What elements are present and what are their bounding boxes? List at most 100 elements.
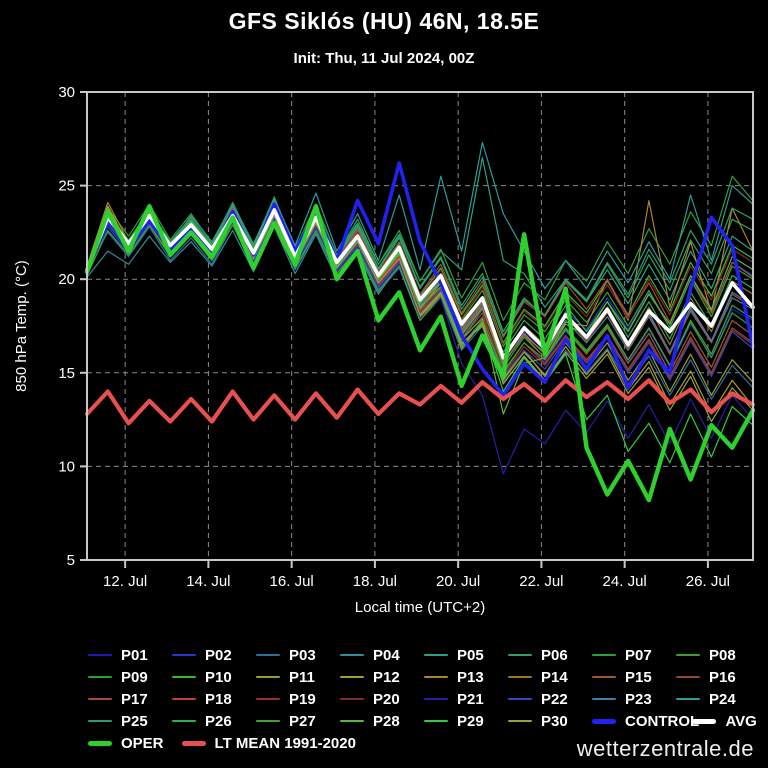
- legend-label-AVG: AVG: [725, 712, 757, 730]
- series-OPER: [84, 203, 756, 503]
- series-P25: [86, 203, 754, 336]
- legend-swatch-P12: [340, 676, 364, 678]
- legend-item-P07: P07: [592, 647, 669, 664]
- y-tick-label-20: 20: [58, 271, 75, 288]
- legend-label-P25: P25: [121, 712, 148, 730]
- legend-label-CONTROL: CONTROL: [625, 712, 700, 730]
- legend-label-P20: P20: [373, 690, 400, 708]
- legend-item-P25: P25: [88, 713, 165, 730]
- legend-label-P10: P10: [205, 668, 232, 686]
- legend-label-P29: P29: [457, 712, 484, 730]
- legend-row-3: P17 P18 P19 P20 P21 P22 P23 P24: [88, 688, 760, 710]
- legend-label-P30: P30: [541, 712, 568, 730]
- legend-item-P04: P04: [340, 647, 417, 664]
- series-AVG: [85, 208, 755, 360]
- legend-swatch-P23: [592, 698, 616, 700]
- legend-row-2: P09 P10 P11 P12 P13 P14 P15 P16: [88, 666, 760, 688]
- y-tick-label-10: 10: [58, 458, 75, 475]
- y-tick-label-5: 5: [67, 552, 75, 569]
- legend-item-P14: P14: [508, 669, 585, 686]
- legend-label-P07: P07: [625, 646, 652, 664]
- legend-swatch-P30: [508, 720, 532, 722]
- legend-item-OPER: OPER: [88, 735, 164, 752]
- legend-item-P12: P12: [340, 669, 417, 686]
- y-tick-label-30: 30: [58, 84, 75, 101]
- legend-item-P03: P03: [256, 647, 333, 664]
- legend-item-P06: P06: [508, 647, 585, 664]
- legend-label-P19: P19: [289, 690, 316, 708]
- legend-swatch-P16: [676, 676, 700, 678]
- x-tick-label-24. Jul: 24. Jul: [603, 573, 647, 590]
- legend-swatch-P09: [88, 676, 112, 678]
- page-title: GFS Siklós (HU) 46N, 18.5E: [228, 8, 540, 34]
- legend-swatch-P25: [88, 720, 112, 722]
- legend-item-P26: P26: [172, 713, 249, 730]
- series-LT MEAN 1991-2020: [84, 378, 756, 426]
- x-tick-label-26. Jul: 26. Jul: [686, 573, 730, 590]
- x-tick-label-12. Jul: 12. Jul: [103, 573, 147, 590]
- legend-swatch-P07: [592, 654, 616, 656]
- legend-item-P24: P24: [676, 691, 753, 708]
- legend-item-P08: P08: [676, 647, 753, 664]
- legend-label-P13: P13: [457, 668, 484, 686]
- legend-label-P22: P22: [541, 690, 568, 708]
- legend-item-P29: P29: [424, 713, 501, 730]
- y-axis-label: 850 hPa Temp. (°C): [13, 260, 30, 392]
- legend-swatch-LT-MEAN-1991-2020: [181, 740, 206, 746]
- legend-item-P10: P10: [172, 669, 249, 686]
- legend-item-P18: P18: [172, 691, 249, 708]
- y-tick-label-25: 25: [58, 178, 75, 195]
- legend-label-P03: P03: [289, 646, 316, 664]
- legend-swatch-P02: [172, 654, 196, 656]
- legend-item-P23: P23: [592, 691, 669, 708]
- legend-item-P15: P15: [592, 669, 669, 686]
- legend-label-P12: P12: [373, 668, 400, 686]
- legend-swatch-P08: [676, 654, 700, 656]
- legend-label-P28: P28: [373, 712, 400, 730]
- legend-swatch-P28: [340, 720, 364, 722]
- legend-label-P14: P14: [541, 668, 568, 686]
- legend-label-P17: P17: [121, 690, 148, 708]
- series-P06: [86, 199, 754, 333]
- x-axis-label: Local time (UTC+2): [355, 599, 485, 616]
- legend-label-OPER: OPER: [121, 734, 164, 752]
- brand-watermark: wetterzentrale.de: [576, 736, 754, 761]
- x-tick-label-20. Jul: 20. Jul: [436, 573, 480, 590]
- legend-swatch-P22: [508, 698, 532, 700]
- x-tick-label-18. Jul: 18. Jul: [353, 573, 397, 590]
- legend-swatch-AVG: [692, 718, 717, 724]
- legend-label-P02: P02: [205, 646, 232, 664]
- legend-item-CONTROL: CONTROL: [592, 713, 699, 730]
- legend-swatch-P05: [424, 654, 448, 656]
- y-tick-label-15: 15: [58, 365, 75, 382]
- legend-swatch-P18: [172, 698, 196, 700]
- legend-item-AVG: AVG: [692, 713, 757, 730]
- legend-label-P01: P01: [121, 646, 148, 664]
- legend-swatch-P29: [424, 720, 448, 722]
- series-P24: [86, 141, 754, 290]
- legend-row-5: OPER LT MEAN 1991-2020: [88, 732, 760, 754]
- legend-item-P09: P09: [88, 669, 165, 686]
- legend-label-P23: P23: [625, 690, 652, 708]
- legend-item-P16: P16: [676, 669, 753, 686]
- legend-item-P19: P19: [256, 691, 333, 708]
- legend-swatch-P10: [172, 676, 196, 678]
- series-CONTROL: [85, 161, 755, 398]
- legend-swatch-P03: [256, 654, 280, 656]
- legend-swatch-P24: [676, 698, 700, 700]
- plot-frame: [86, 91, 754, 561]
- legend-label-P06: P06: [541, 646, 568, 664]
- legend-item-P27: P27: [256, 713, 333, 730]
- legend-label-P26: P26: [205, 712, 232, 730]
- legend-label-P24: P24: [709, 690, 736, 708]
- legend-item-P17: P17: [88, 691, 165, 708]
- legend-swatch-P13: [424, 676, 448, 678]
- legend-label-P09: P09: [121, 668, 148, 686]
- x-tick-label-16. Jul: 16. Jul: [270, 573, 314, 590]
- legend-swatch-P01: [88, 654, 112, 656]
- legend-swatch-OPER: [88, 740, 112, 746]
- legend-swatch-P20: [340, 698, 364, 700]
- legend-item-P02: P02: [172, 647, 249, 664]
- legend-item-P13: P13: [424, 669, 501, 686]
- legend-label-P27: P27: [289, 712, 316, 730]
